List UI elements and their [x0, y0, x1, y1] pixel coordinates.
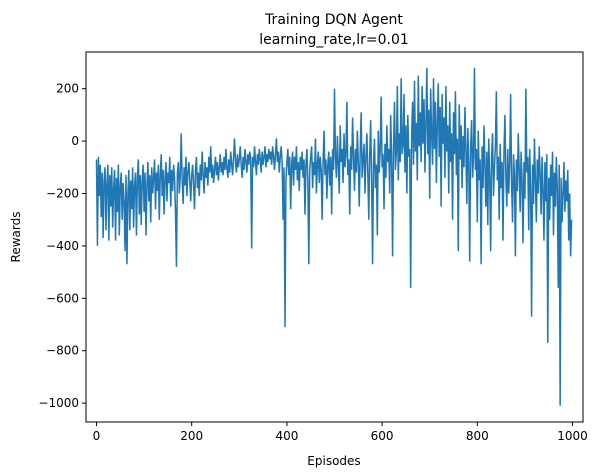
- x-axis-ticks: 0 200 400 600 800 1000: [93, 422, 588, 443]
- x-tick-label: 400: [275, 429, 298, 443]
- y-tick-label: 200: [56, 82, 79, 96]
- y-tick-label: −800: [46, 344, 79, 358]
- x-tick-label: 0: [93, 429, 101, 443]
- y-axis-ticks: −1000 −800 −600 −400 −200 0 200: [38, 82, 86, 410]
- y-tick-label: −600: [46, 291, 79, 305]
- x-axis-label: Episodes: [307, 454, 360, 468]
- x-tick-label: 1000: [557, 429, 588, 443]
- y-tick-label: −200: [46, 187, 79, 201]
- chart-subtitle: learning_rate,lr=0.01: [259, 32, 409, 48]
- y-axis-label: Rewards: [9, 212, 23, 263]
- x-tick-label: 600: [371, 429, 394, 443]
- x-tick-label: 800: [466, 429, 489, 443]
- y-tick-label: 0: [71, 134, 79, 148]
- y-tick-label: −400: [46, 239, 79, 253]
- x-tick-label: 200: [180, 429, 203, 443]
- y-tick-label: −1000: [38, 396, 79, 410]
- series-line: [95, 67, 573, 406]
- plot-frame: [85, 51, 584, 423]
- chart-title: Training DQN Agent: [264, 12, 403, 28]
